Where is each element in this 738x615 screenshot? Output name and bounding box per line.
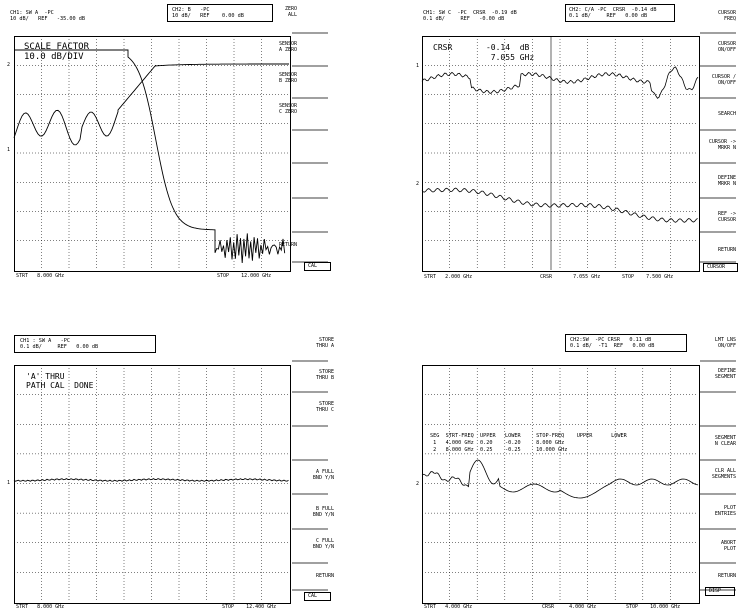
trace-ch1-filter	[14, 49, 286, 264]
softkey-return[interactable]: RETURN	[717, 573, 736, 579]
trace-thru-flat	[13, 478, 289, 482]
softkey-c-full-band[interactable]: C FULL BND Y/N	[312, 538, 334, 550]
channel2-header-box	[167, 4, 273, 22]
softkey-cursor-on-off[interactable]: CURSOR ON/OFF	[717, 41, 736, 53]
channel2-header-box	[565, 334, 687, 352]
cursor-frequency: CRSR 7.055 GHz	[540, 274, 601, 280]
channel2-header-box	[565, 4, 675, 22]
limit-segment-table: SEG STRT-FREQ UPPER LOWER STOP-FREQ UPPE…	[430, 433, 627, 453]
channel1-header-box	[14, 335, 156, 353]
trace-1-marker: 1	[416, 63, 420, 69]
panel-cal-zero: CH1: SW A -PC 10 dB/ REF -35.00 dB CH2: …	[0, 0, 331, 300]
softkey-sensor-a-zero[interactable]: SENSOR A ZERO	[278, 41, 297, 53]
softkey-plot-entries[interactable]: PLOT ENTRIES	[714, 505, 736, 517]
softkey-return[interactable]: RETURN	[315, 573, 334, 579]
softkey-a-full-band[interactable]: A FULL BND Y/N	[312, 469, 334, 481]
stop-frequency: STOP 12.000 GHz	[217, 273, 272, 279]
start-frequency: STRT 8.000 GHz	[16, 273, 65, 279]
start-frequency: STRT 8.000 GHz	[16, 604, 65, 610]
softkey-store-thru-c[interactable]: STORE THRU C	[315, 401, 334, 413]
cursor-frequency: CRSR 4.000 GHz	[542, 604, 597, 610]
active-menu-disp[interactable]: DISP	[705, 587, 735, 596]
trace-1-marker: 1	[7, 147, 11, 153]
trace-2-marker: 2	[7, 62, 11, 68]
start-frequency: STRT 2.000 GHz	[424, 274, 473, 280]
softkey-cursor-freq[interactable]: CURSOR FREQ	[717, 10, 736, 22]
panel-thru-cal: CH1 : SW A -PC 0.1 dB/ REF 0.00 dB 'A' T…	[0, 0, 338, 615]
graticule	[14, 36, 291, 272]
softkey-b-full-band[interactable]: B FULL BND Y/N	[312, 506, 334, 518]
trace-ch1-cursor	[421, 66, 699, 99]
trace-1-marker: 1	[7, 480, 11, 486]
softkey-sensor-b-zero[interactable]: SENSOR B ZERO	[278, 72, 297, 84]
trace-ch2-ripple	[13, 63, 289, 146]
softkey-cursor-to-marker[interactable]: CURSOR -> MRKR N	[708, 139, 736, 151]
active-menu-cal[interactable]: CAL	[304, 262, 331, 271]
cursor-readout: CRSR -0.14 dB 7.055 GHz	[433, 43, 535, 62]
stop-frequency: STOP 12.400 GHz	[222, 604, 277, 610]
channel2-header: CH2:SW -PC CRSR 0.11 dB 0.1 dB/ -T1 REF …	[570, 337, 655, 350]
channel2-header: CH2: B -PC 10 dB/ REF 0.00 dB	[172, 7, 244, 20]
trace-2-marker: 2	[416, 181, 420, 187]
channel1-header: CH1: SW C -PC CRSR -0.19 dB 0.1 dB/ REF …	[423, 10, 517, 23]
softkey-ref-to-cursor[interactable]: REF -> CURSOR	[717, 211, 736, 223]
trace-ch2-cursor	[421, 187, 698, 223]
trace-2-marker: 2	[416, 481, 420, 487]
softkey-search[interactable]: SEARCH	[717, 111, 736, 117]
softkey-store-thru-b[interactable]: STORE THRU B	[315, 369, 334, 381]
channel1-header: CH1 : SW A -PC 0.1 dB/ REF 0.00 dB	[20, 338, 99, 351]
softkey-store-thru-a[interactable]: STORE THRU A	[315, 337, 334, 349]
softkey-clear-all-segments[interactable]: CLR ALL SEGMENTS	[711, 468, 736, 480]
graticule	[14, 365, 291, 604]
start-frequency: STRT 4.000 GHz	[424, 604, 473, 610]
softkey-cursor-delta-on-off[interactable]: CURSOR / ON/OFF	[711, 74, 736, 86]
channel2-header: CH2: C/A -PC CRSR -0.14 dB 0.1 dB/ REF 0…	[569, 7, 657, 20]
softkey-define-segment[interactable]: DEFINE SEGMENT	[714, 368, 736, 380]
trace-ch2-limit	[421, 459, 699, 499]
softkey-define-marker[interactable]: DEFINE MRKR N	[717, 175, 736, 187]
softkey-return[interactable]: RETURN	[717, 247, 736, 253]
panel-cursor: CH1: SW C -PC CRSR -0.19 dB 0.1 dB/ REF …	[0, 0, 738, 300]
softkey-abort-plot[interactable]: ABORT PLOT	[720, 540, 736, 552]
active-menu-cal[interactable]: CAL	[304, 592, 331, 601]
stop-frequency: STOP 10.000 GHz	[626, 604, 681, 610]
scale-factor-annotation: SCALE FACTOR 10.0 dB/DIV	[24, 42, 90, 62]
stop-frequency: STOP 7.500 GHz	[622, 274, 674, 280]
softkey-sensor-c-zero[interactable]: SENSOR C ZERO	[278, 103, 297, 115]
softkey-zero-all[interactable]: ZERO ALL	[284, 6, 297, 18]
graticule	[422, 365, 700, 604]
channel1-header: CH1: SW A -PC 10 dB/ REF -35.00 dB	[10, 10, 85, 23]
softkey-segment-clear[interactable]: SEGMENT N CLEAR	[714, 435, 736, 447]
softkey-limit-lines-on-off[interactable]: LMT LNS ON/OFF	[714, 337, 736, 349]
softkey-return[interactable]: RETURN	[278, 242, 297, 248]
thru-cal-status: 'A' THRU PATH CAL DONE	[26, 372, 94, 390]
graticule	[422, 36, 700, 272]
